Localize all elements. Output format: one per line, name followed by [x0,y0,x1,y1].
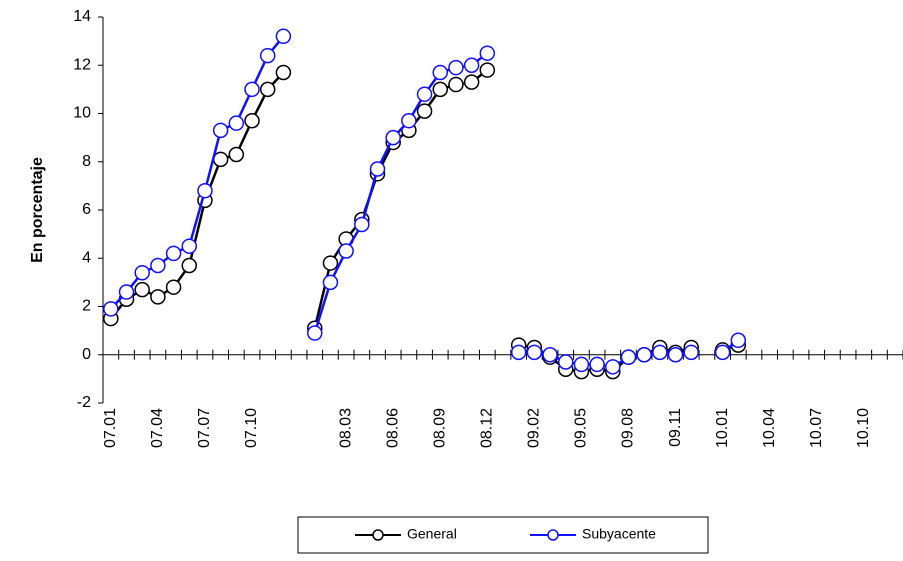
y-tick-label: 0 [82,346,91,363]
x-tick-label: 10.01 [714,408,731,448]
data-point [165,279,182,295]
data-point [244,112,260,129]
data-point [620,349,637,365]
data-point [401,112,417,129]
x-tick-label: 10.07 [808,408,825,448]
x-tick-label: 07.04 [149,408,166,448]
x-tick-label: 07.01 [102,408,119,448]
data-point [479,45,496,61]
data-point [197,182,213,199]
data-point [542,347,558,363]
data-point [150,257,166,274]
x-tick-label: 08.12 [479,408,496,448]
data-point [510,344,527,361]
data-point [150,289,166,305]
data-point [652,344,668,361]
legend-label: Subyacente [582,526,656,542]
legend-label: General [407,526,457,542]
data-point [526,344,543,361]
data-point [212,151,229,168]
y-tick-label: 14 [73,8,91,25]
data-point [275,28,292,45]
data-point [338,243,354,259]
y-axis-label: En porcentaje [29,157,46,263]
y-tick-label: -2 [77,394,91,411]
data-point [259,81,276,98]
data-point [463,57,480,73]
data-point [275,64,292,81]
data-point [354,216,370,233]
data-point [322,255,339,271]
data-point [228,115,245,131]
data-point [557,354,574,370]
data-point [730,332,747,349]
legend-marker [372,529,384,541]
data-point [448,59,464,76]
data-point [259,47,276,64]
x-tick-label: 07.07 [196,408,213,448]
x-tick-label: 08.06 [384,408,401,448]
data-point [181,257,198,274]
data-point [463,74,480,90]
data-point [667,347,684,363]
y-tick-label: 12 [73,56,91,73]
data-point [589,356,605,373]
data-point [714,344,731,361]
data-point [118,284,135,300]
data-point [244,81,260,98]
data-point [416,86,433,102]
y-tick-label: 8 [82,153,91,170]
data-point [448,76,464,93]
x-tick-label: 08.09 [431,408,448,448]
y-tick-label: 6 [82,201,91,218]
data-point [228,146,245,163]
y-tick-label: 4 [82,249,91,266]
data-point [432,81,449,98]
series-line [109,35,740,369]
data-point [103,301,119,317]
data-point [683,344,699,361]
data-point [322,274,339,291]
y-tick-label: 10 [73,105,91,122]
data-point [307,325,323,341]
data-point [212,122,229,139]
legend-marker [547,529,559,541]
x-tick-label: 09.02 [526,408,543,448]
x-tick-label: 09.11 [667,408,684,447]
data-point [432,64,449,81]
x-tick-label: 10.10 [855,408,872,448]
data-point [165,245,182,262]
data-point [134,281,150,298]
data-point [416,103,433,119]
x-tick-label: 07.10 [243,408,260,448]
data-point [573,356,590,373]
x-tick-label: 09.08 [620,408,637,448]
y-tick-label: 2 [82,298,91,315]
x-tick-label: 09.05 [573,408,590,448]
data-point [636,347,652,363]
data-point [385,129,401,146]
series-line [109,69,739,373]
data-point [181,238,198,254]
data-point [369,161,386,177]
data-point [479,62,496,78]
data-point [605,359,621,375]
x-tick-label: 08.03 [337,408,354,448]
data-point [134,264,150,281]
x-tick-label: 10.04 [761,408,778,448]
